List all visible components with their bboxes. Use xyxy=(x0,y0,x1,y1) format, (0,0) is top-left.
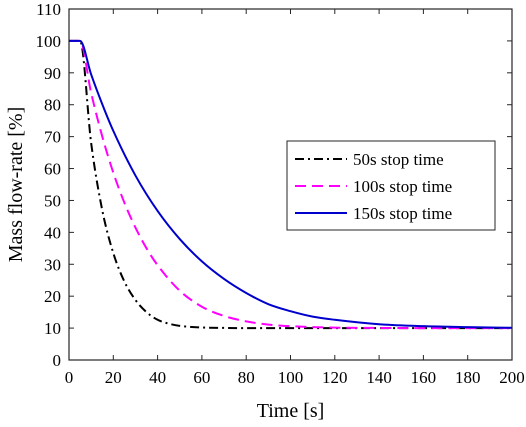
axis-ticks: 0 20 40 60 80 100 120 140 160 180 200 0 10 20 30 40 50 60… xyxy=(36,0,525,387)
series-layer xyxy=(68,39,513,330)
y-tick-label: 110 xyxy=(36,0,61,19)
series-line-2 xyxy=(68,39,513,329)
y-axis-title: Mass flow-rate [%] xyxy=(5,107,27,263)
x-tick-label: 200 xyxy=(499,368,525,387)
x-tick-label: 120 xyxy=(322,368,348,387)
y-tick-label: 50 xyxy=(44,191,61,210)
y-tick-label: 0 xyxy=(53,351,62,370)
x-tick-label: 140 xyxy=(366,368,392,387)
x-tick-label: 40 xyxy=(149,368,166,387)
x-tick-label: 0 xyxy=(65,368,74,387)
legend-label-1: 100s stop time xyxy=(353,177,452,196)
series-line-1 xyxy=(68,39,512,330)
x-axis-title: Time [s] xyxy=(257,400,325,422)
x-tick-label: 20 xyxy=(105,368,122,387)
x-tick-label: 180 xyxy=(455,368,481,387)
y-tick-label: 90 xyxy=(44,64,61,83)
y-tick-label: 60 xyxy=(44,160,61,179)
y-tick-label: 80 xyxy=(44,96,61,115)
legend-label-2: 150s stop time xyxy=(353,204,452,223)
series-line-0 xyxy=(68,39,512,330)
x-tick-label: 60 xyxy=(193,368,210,387)
y-tick-label: 30 xyxy=(44,255,61,274)
y-tick-label: 40 xyxy=(44,223,61,242)
y-tick-label: 70 xyxy=(44,128,61,147)
x-tick-label: 100 xyxy=(278,368,304,387)
x-tick-label: 160 xyxy=(411,368,437,387)
x-tick-label: 80 xyxy=(238,368,255,387)
legend: 50s stop time 100s stop time 150s stop tim… xyxy=(286,140,496,231)
y-tick-label: 10 xyxy=(44,319,61,338)
y-tick-label: 100 xyxy=(36,32,62,51)
y-tick-label: 20 xyxy=(44,287,61,306)
legend-label-0: 50s stop time xyxy=(353,150,444,169)
